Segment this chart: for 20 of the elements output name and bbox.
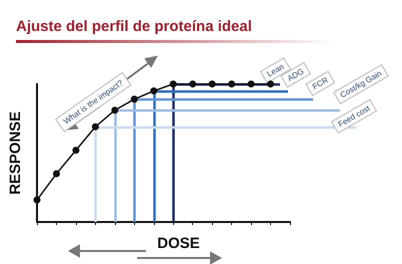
point xyxy=(248,80,255,88)
ref-line-label: Lean xyxy=(266,62,286,79)
point xyxy=(170,80,177,88)
point xyxy=(52,170,60,178)
point xyxy=(267,80,274,88)
point xyxy=(208,80,216,88)
point xyxy=(189,80,196,88)
ref-line-label: Feed cost xyxy=(336,103,372,130)
point xyxy=(34,196,40,204)
point xyxy=(228,80,236,88)
point xyxy=(92,123,99,130)
point xyxy=(130,96,138,103)
point xyxy=(111,106,118,114)
ref-line-label: FCR xyxy=(310,75,330,92)
chart-title: Ajuste del perfil de proteína ideal xyxy=(16,18,252,35)
point xyxy=(150,87,158,94)
x-axis-title: DOSE xyxy=(157,235,200,252)
ref-line-label: ADG xyxy=(286,66,306,84)
point xyxy=(72,146,80,154)
y-axis-title: RESPONSE xyxy=(7,111,24,195)
